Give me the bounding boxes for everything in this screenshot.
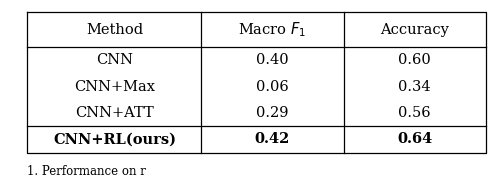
- Text: Method: Method: [86, 23, 143, 37]
- Text: Accuracy: Accuracy: [380, 23, 449, 37]
- Text: 0.56: 0.56: [398, 106, 431, 120]
- Text: 0.06: 0.06: [256, 80, 289, 94]
- Text: 0.60: 0.60: [398, 53, 431, 67]
- Text: CNN: CNN: [96, 53, 133, 67]
- Text: 0.34: 0.34: [398, 80, 431, 94]
- Text: CNN+RL(ours): CNN+RL(ours): [53, 132, 176, 146]
- Text: Macro $F_1$: Macro $F_1$: [239, 20, 307, 39]
- Text: CNN+Max: CNN+Max: [74, 80, 155, 94]
- Text: 0.40: 0.40: [256, 53, 289, 67]
- Text: 0.42: 0.42: [255, 132, 290, 146]
- Text: 0.64: 0.64: [397, 132, 432, 146]
- Text: 0.29: 0.29: [256, 106, 289, 120]
- Text: CNN+ATT: CNN+ATT: [75, 106, 154, 120]
- Text: 1. Performance on r: 1. Performance on r: [27, 165, 146, 178]
